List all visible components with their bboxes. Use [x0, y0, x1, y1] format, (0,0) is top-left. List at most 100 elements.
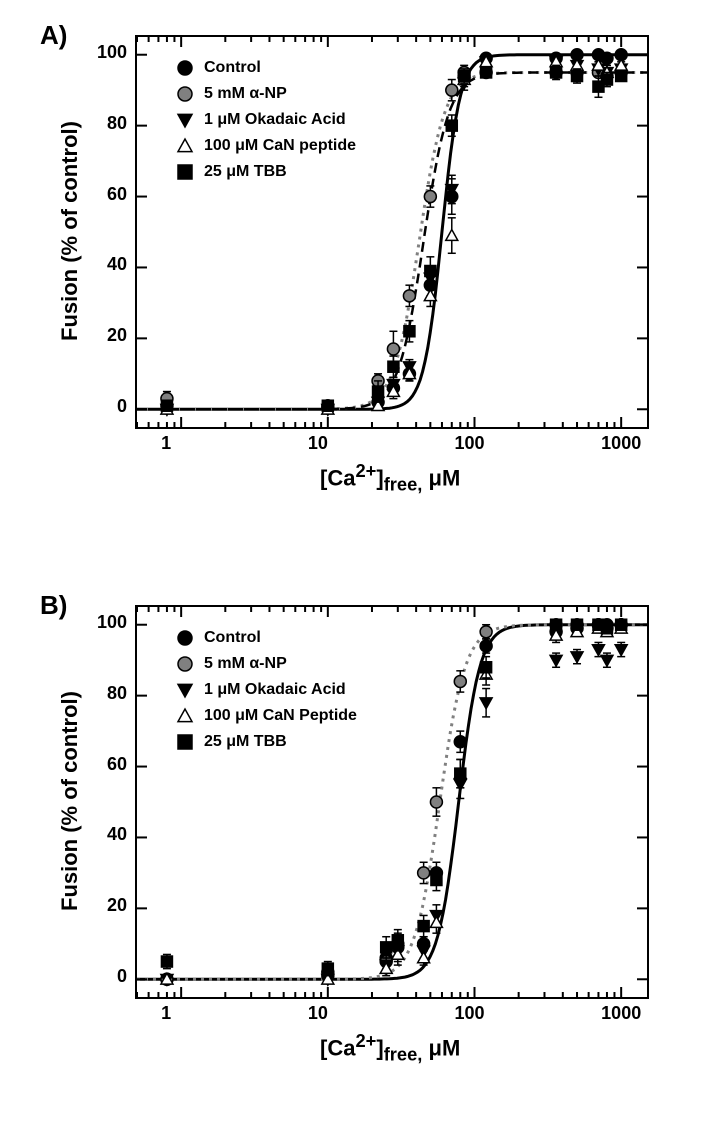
y-tick-label: 0: [117, 396, 127, 417]
legend-marker-icon: [170, 84, 200, 104]
legend-label: 1 μM Okadaic Acid: [200, 681, 346, 699]
data-point: [571, 652, 583, 663]
data-point: [388, 361, 399, 372]
data-point: [480, 698, 492, 709]
legend: Control 5 mM α-NP 1 μM Okadaic Acid 100 μM …: [170, 55, 356, 185]
data-point: [381, 942, 392, 953]
x-tick-label: 1: [161, 433, 171, 454]
x-tick-label: 100: [454, 433, 484, 454]
y-tick-label: 0: [117, 966, 127, 987]
data-point: [392, 935, 403, 946]
y-tick-label: 60: [107, 184, 127, 205]
data-point: [601, 74, 612, 85]
legend-label: Control: [200, 59, 261, 77]
data-point: [601, 623, 612, 634]
data-point: [481, 662, 492, 673]
legend-marker-icon: [170, 732, 200, 752]
y-tick-label: 80: [107, 113, 127, 134]
data-point: [387, 343, 399, 355]
data-point: [592, 645, 604, 656]
legend-label: 100 μM CaN peptide: [200, 137, 356, 155]
data-point: [459, 71, 470, 82]
legend-marker-icon: [170, 706, 200, 726]
data-point: [418, 867, 430, 879]
legend-label: 1 μM Okadaic Acid: [200, 111, 346, 129]
panel-label: A): [40, 20, 67, 51]
legend-marker-icon: [170, 136, 200, 156]
data-point: [601, 52, 613, 64]
legend-marker-icon: [170, 654, 200, 674]
x-tick-label: 10: [308, 1003, 328, 1024]
data-point: [572, 619, 583, 630]
legend-entry: 1 μM Okadaic Acid: [170, 107, 356, 133]
legend-entry: 1 μM Okadaic Acid: [170, 677, 357, 703]
legend-label: 25 μM TBB: [200, 163, 287, 181]
data-point: [322, 963, 333, 974]
y-axis-label: Fusion (% of control): [57, 121, 83, 341]
data-point: [446, 84, 458, 96]
data-point: [431, 875, 442, 886]
y-tick-label: 20: [107, 325, 127, 346]
data-point: [373, 386, 384, 397]
y-tick-label: 60: [107, 754, 127, 775]
legend-marker-icon: [170, 58, 200, 78]
legend-entry: 25 μM TBB: [170, 729, 357, 755]
data-point: [404, 326, 415, 337]
legend-label: Control: [200, 629, 261, 647]
legend-label: 25 μM TBB: [200, 733, 287, 751]
x-tick-label: 100: [454, 1003, 484, 1024]
x-tick-label: 10: [308, 433, 328, 454]
y-tick-label: 20: [107, 895, 127, 916]
y-tick-label: 100: [97, 42, 127, 63]
legend-marker-icon: [170, 162, 200, 182]
y-axis-label: Fusion (% of control): [57, 691, 83, 911]
data-point: [615, 645, 627, 656]
data-point: [446, 120, 457, 131]
x-axis-label: [Ca2+]free, μM: [320, 1030, 460, 1066]
data-point: [418, 952, 430, 963]
legend-entry: 100 μM CaN Peptide: [170, 703, 357, 729]
legend-label: 100 μM CaN Peptide: [200, 707, 357, 725]
legend-entry: 5 mM α-NP: [170, 651, 357, 677]
data-point: [551, 619, 562, 630]
y-tick-label: 40: [107, 824, 127, 845]
y-tick-label: 100: [97, 612, 127, 633]
data-point: [454, 736, 466, 748]
panel-label: B): [40, 590, 67, 621]
legend-marker-icon: [170, 110, 200, 130]
data-point: [601, 655, 613, 666]
data-point: [161, 400, 172, 411]
data-point: [572, 71, 583, 82]
data-point: [446, 230, 458, 241]
figure: A)1101001000020406080100[Ca2+]free, μMFu…: [0, 0, 710, 1127]
legend-marker-icon: [170, 628, 200, 648]
y-tick-label: 40: [107, 254, 127, 275]
legend: Control 5 mM α-NP 1 μM Okadaic Acid 100 μM …: [170, 625, 357, 755]
data-point: [480, 626, 492, 638]
y-tick-label: 80: [107, 683, 127, 704]
legend-entry: Control: [170, 625, 357, 651]
panel-B: B)1101001000020406080100[Ca2+]free, μMFu…: [40, 590, 670, 1090]
legend-entry: Control: [170, 55, 356, 81]
legend-entry: 100 μM CaN peptide: [170, 133, 356, 159]
data-point: [551, 67, 562, 78]
data-point: [481, 67, 492, 78]
data-point: [425, 266, 436, 277]
legend-label: 5 mM α-NP: [200, 85, 287, 103]
data-point: [403, 290, 415, 302]
data-point: [616, 71, 627, 82]
data-point: [480, 640, 492, 652]
data-point: [161, 956, 172, 967]
data-point: [430, 796, 442, 808]
legend-entry: 5 mM α-NP: [170, 81, 356, 107]
x-tick-label: 1000: [601, 1003, 641, 1024]
data-point: [424, 191, 436, 203]
panel-A: A)1101001000020406080100[Ca2+]free, μMFu…: [40, 20, 670, 520]
x-tick-label: 1000: [601, 433, 641, 454]
data-point: [322, 400, 333, 411]
data-point: [454, 675, 466, 687]
data-point: [418, 921, 429, 932]
legend-marker-icon: [170, 680, 200, 700]
legend-entry: 25 μM TBB: [170, 159, 356, 185]
data-point: [616, 619, 627, 630]
